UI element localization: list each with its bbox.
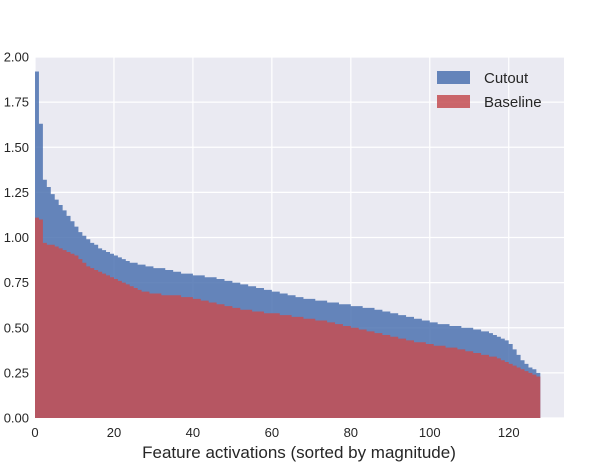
y-axis-ticks: 0.00 0.25 0.50 0.75 1.00 1.25 1.50 1.75 2.00 — [4, 50, 29, 426]
legend-label-baseline: Baseline — [484, 94, 542, 111]
y-tick-label: 1.25 — [4, 185, 29, 200]
y-tick-label: 1.50 — [4, 140, 29, 155]
x-axis-label: Feature activations (sorted by magnitude… — [142, 443, 456, 462]
x-tick-label: 40 — [186, 425, 200, 440]
series-areas — [35, 71, 541, 418]
y-tick-label: 1.00 — [4, 230, 29, 245]
x-tick-label: 0 — [31, 425, 38, 440]
y-tick-label: 1.75 — [4, 95, 29, 110]
y-tick-label: 0.50 — [4, 320, 29, 335]
x-tick-label: 60 — [265, 425, 279, 440]
series-area-baseline — [35, 217, 541, 418]
legend-swatch-baseline — [437, 95, 470, 108]
y-tick-label: 0.25 — [4, 365, 29, 380]
y-tick-label: 0.75 — [4, 275, 29, 290]
x-axis-ticks: 0 20 40 60 80 100 120 — [31, 425, 519, 440]
x-tick-label: 80 — [344, 425, 358, 440]
legend-label-cutout: Cutout — [484, 70, 529, 87]
x-tick-label: 100 — [419, 425, 441, 440]
x-tick-label: 20 — [107, 425, 121, 440]
x-tick-label: 120 — [498, 425, 520, 440]
y-tick-label: 2.00 — [4, 50, 29, 65]
legend: Cutout Baseline — [437, 70, 542, 111]
legend-swatch-cutout — [437, 71, 470, 84]
y-tick-label: 0.00 — [4, 411, 29, 426]
